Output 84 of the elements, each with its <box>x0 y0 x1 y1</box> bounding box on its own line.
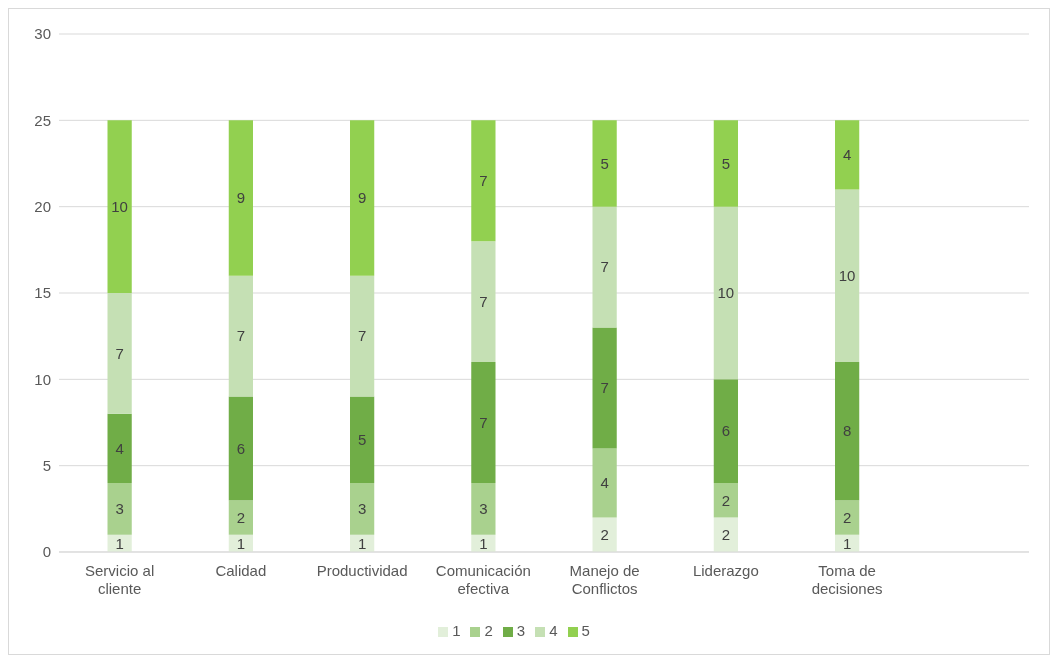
data-label: 7 <box>479 413 488 431</box>
y-tick-label: 25 <box>34 111 51 129</box>
data-label: 1 <box>842 534 852 552</box>
data-label: 7 <box>357 327 367 345</box>
bar <box>107 413 132 483</box>
x-tick-label: Toma de decisiones <box>811 562 883 597</box>
data-label: 10 <box>838 267 856 285</box>
data-label: 9 <box>236 189 246 207</box>
bar <box>713 206 738 380</box>
legend-label: 5 <box>581 622 590 639</box>
x-tick-label: Manejo de Conflictos <box>569 562 640 597</box>
bar <box>592 206 617 328</box>
x-tick-label: Servicio al cliente <box>85 562 155 597</box>
bar <box>350 482 375 535</box>
legend-label: 4 <box>549 622 558 639</box>
y-tick-label: 5 <box>42 456 51 474</box>
y-tick-label: 30 <box>34 25 51 43</box>
data-label: 6 <box>721 422 731 440</box>
x-tick-label: Productividad <box>316 562 408 579</box>
data-label: 3 <box>357 500 367 518</box>
data-label: 4 <box>115 439 124 457</box>
data-label: 1 <box>236 534 246 552</box>
data-label: 1 <box>479 534 488 552</box>
data-label: 9 <box>357 189 367 207</box>
data-label: 1 <box>115 534 124 552</box>
legend-label: 2 <box>484 622 493 639</box>
data-label: 6 <box>236 439 246 457</box>
bar <box>592 517 617 552</box>
bar <box>713 120 738 207</box>
bar <box>471 482 496 535</box>
bar <box>107 120 132 293</box>
bar <box>350 396 375 483</box>
bar <box>835 189 860 363</box>
bar <box>835 362 860 501</box>
data-label: 3 <box>115 500 124 518</box>
x-tick-label: Comunicación efectiva <box>435 562 531 597</box>
bar <box>471 241 496 363</box>
data-label: 8 <box>842 422 852 440</box>
legend-label: 1 <box>452 622 461 639</box>
data-label: 5 <box>357 431 367 449</box>
bar <box>471 120 496 242</box>
data-label: 7 <box>600 379 609 397</box>
bar <box>713 517 738 552</box>
y-tick-label: 10 <box>34 370 51 388</box>
bar <box>835 500 860 535</box>
data-label: 5 <box>721 154 731 172</box>
data-label: 2 <box>236 508 246 526</box>
data-label: 10 <box>717 284 735 302</box>
data-label: 7 <box>236 327 246 345</box>
data-label: 4 <box>842 146 852 164</box>
bar <box>471 362 496 483</box>
data-label: 3 <box>479 500 488 518</box>
bar <box>350 275 375 397</box>
bar <box>835 120 860 190</box>
data-label: 7 <box>600 258 609 276</box>
data-label: 4 <box>600 474 609 492</box>
data-label: 2 <box>842 508 852 526</box>
data-label: 2 <box>721 526 731 544</box>
bar <box>228 120 253 276</box>
legend-label: 3 <box>516 622 526 639</box>
data-label: 2 <box>600 526 609 544</box>
bar <box>592 327 617 449</box>
bar <box>713 379 738 483</box>
data-label: 2 <box>721 491 731 509</box>
bar <box>107 482 132 535</box>
data-label: 5 <box>600 154 609 172</box>
bar <box>592 120 617 207</box>
data-label: 7 <box>479 172 488 190</box>
y-tick-label: 15 <box>34 284 51 302</box>
bar <box>592 448 617 518</box>
bar <box>228 396 253 501</box>
x-tick-label: Calidad <box>215 562 267 579</box>
bar <box>228 275 253 397</box>
data-label: 10 <box>111 197 128 215</box>
bar <box>228 500 253 535</box>
data-label: 7 <box>479 292 488 310</box>
bar <box>107 293 132 414</box>
y-tick-label: 20 <box>34 197 51 215</box>
bar <box>350 120 375 276</box>
y-tick-label: 0 <box>42 543 51 561</box>
data-label: 1 <box>357 534 367 552</box>
x-tick-label: Liderazgo <box>692 562 759 579</box>
bar <box>713 482 738 518</box>
data-label: 7 <box>115 344 124 362</box>
